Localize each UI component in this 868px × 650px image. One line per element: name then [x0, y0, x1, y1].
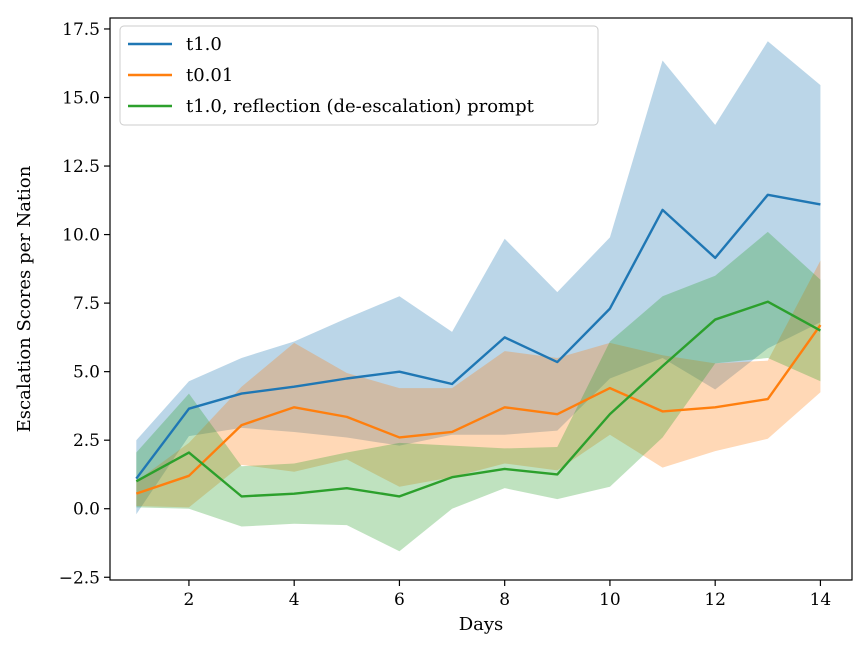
band-series-3 — [136, 231, 821, 552]
y-axis-ticks: −2.5 0.0 2.5 5.0 7.5 10.0 12.5 15.0 17.5 — [59, 20, 110, 588]
x-tick-label: 14 — [810, 590, 832, 610]
plot-frame — [109, 17, 853, 581]
x-tick-label: 8 — [499, 590, 510, 610]
legend-label-1: t1.0 — [186, 34, 222, 55]
line-series-3 — [135, 300, 822, 498]
y-tick-label: 0.0 — [73, 500, 100, 520]
x-tick-label: 10 — [599, 590, 621, 610]
y-tick-label: 7.5 — [73, 294, 100, 314]
series-lines — [135, 193, 822, 498]
x-tick-label: 12 — [704, 590, 726, 610]
y-tick-label: 10.0 — [62, 226, 100, 246]
y-tick-label: 15.0 — [62, 89, 100, 109]
band-series-1 — [136, 41, 821, 515]
legend-label-2: t0.01 — [186, 65, 233, 86]
band-series-2 — [136, 260, 821, 508]
legend: t1.0 t0.01 t1.0, reflection (de-escalation… — [119, 25, 599, 126]
legend-label-3: t1.0, reflection (de-escalation) prompt — [186, 96, 535, 117]
y-tick-label: 12.5 — [62, 157, 100, 177]
line-series-1 — [135, 193, 821, 480]
x-axis-ticks: 2 4 6 8 10 12 14 — [184, 580, 832, 610]
y-tick-label: −2.5 — [59, 568, 100, 588]
x-axis-label: Days — [459, 614, 504, 635]
x-tick-label: 4 — [289, 590, 300, 610]
y-tick-label: 17.5 — [62, 20, 100, 40]
confidence-bands — [136, 41, 821, 552]
legend-box — [119, 25, 599, 126]
y-axis-label: Escalation Scores per Nation — [14, 165, 35, 432]
x-tick-label: 6 — [394, 590, 405, 610]
line-series-2 — [135, 324, 822, 495]
y-tick-label: 5.0 — [73, 363, 100, 383]
x-tick-label: 2 — [184, 590, 195, 610]
y-tick-label: 2.5 — [73, 431, 100, 451]
